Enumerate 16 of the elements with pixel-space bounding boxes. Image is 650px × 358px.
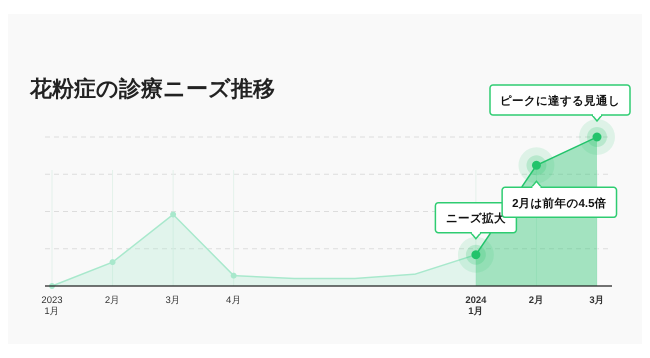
point — [518, 147, 554, 184]
x-tick-label: 2月 — [104, 295, 120, 306]
callout: 2月は前年の4.5倍 — [501, 180, 618, 218]
chart-title: 花粉症の診療ニーズ推移 — [29, 76, 275, 101]
x-tick-label: 2024 1月 — [465, 295, 488, 317]
annotation: 2月は前年の4.5倍 — [512, 196, 607, 210]
x-tick-label: 3月 — [589, 295, 605, 306]
x-tick-label: 2月 — [528, 295, 544, 306]
point — [110, 259, 116, 266]
point — [170, 211, 176, 218]
x-tick-label: 2023 1月 — [41, 295, 63, 317]
x-tick-label: 3月 — [165, 295, 181, 306]
point — [579, 119, 615, 155]
callout: ピークに達する見通し — [489, 84, 631, 122]
point — [230, 272, 237, 279]
x-tick-label: 4月 — [226, 295, 242, 306]
